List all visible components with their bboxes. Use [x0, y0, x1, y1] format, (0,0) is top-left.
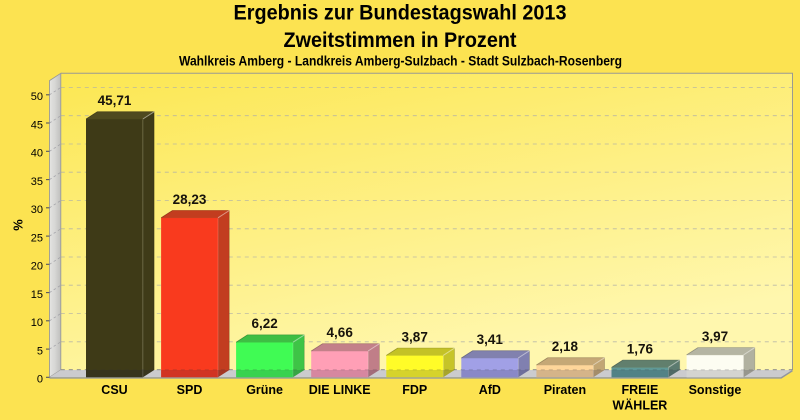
svg-text:CSU: CSU — [101, 383, 127, 397]
svg-text:FDP: FDP — [402, 383, 427, 397]
svg-text:DIE LINKE: DIE LINKE — [309, 383, 371, 397]
svg-text:30: 30 — [31, 204, 43, 216]
svg-text:SPD: SPD — [177, 383, 203, 397]
svg-text:Piraten: Piraten — [544, 383, 586, 397]
svg-text:3,87: 3,87 — [402, 329, 428, 344]
svg-text:45,71: 45,71 — [98, 93, 132, 108]
svg-text:0: 0 — [37, 374, 43, 386]
svg-text:FREIE: FREIE — [621, 383, 658, 397]
svg-text:40: 40 — [31, 148, 43, 160]
svg-text:2,18: 2,18 — [552, 339, 579, 354]
svg-text:35: 35 — [31, 176, 43, 188]
svg-text:20: 20 — [31, 261, 43, 273]
svg-text:AfD: AfD — [479, 383, 501, 397]
svg-text:25: 25 — [31, 233, 43, 245]
svg-text:3,41: 3,41 — [477, 332, 504, 347]
svg-text:28,23: 28,23 — [173, 192, 207, 207]
svg-text:6,22: 6,22 — [251, 316, 277, 331]
svg-text:50: 50 — [31, 91, 43, 103]
svg-text:3,97: 3,97 — [702, 329, 728, 344]
svg-text:Ergebnis zur Bundestagswahl 20: Ergebnis zur Bundestagswahl 2013 — [234, 2, 567, 25]
svg-text:10: 10 — [31, 317, 43, 329]
svg-text:%: % — [11, 219, 26, 231]
svg-text:15: 15 — [31, 289, 43, 301]
svg-text:45: 45 — [31, 119, 43, 131]
svg-text:Grüne: Grüne — [246, 383, 283, 397]
svg-text:WÄHLER: WÄHLER — [612, 398, 667, 413]
svg-text:Zweitstimmen in Prozent: Zweitstimmen in Prozent — [284, 29, 517, 52]
svg-text:1,76: 1,76 — [627, 341, 654, 356]
svg-text:4,66: 4,66 — [327, 325, 354, 340]
svg-text:Wahlkreis Amberg - Landkreis A: Wahlkreis Amberg - Landkreis Amberg-Sulz… — [179, 53, 622, 68]
svg-text:5: 5 — [37, 345, 43, 357]
svg-text:Sonstige: Sonstige — [689, 383, 742, 397]
